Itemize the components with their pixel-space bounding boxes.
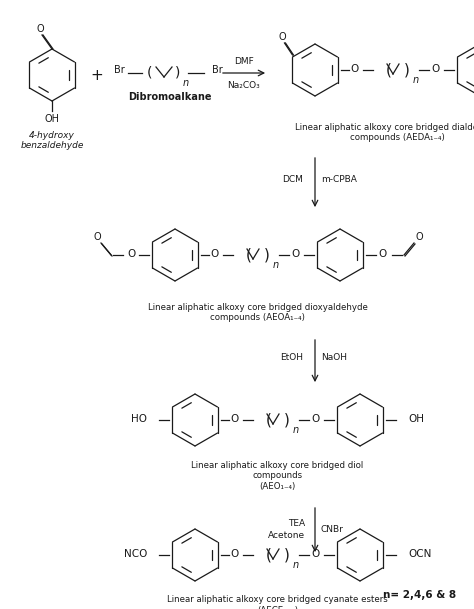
Text: Dibromoalkane: Dibromoalkane (128, 92, 212, 102)
Text: (: ( (266, 412, 272, 428)
Text: n: n (293, 560, 299, 570)
Text: O: O (279, 32, 286, 42)
Text: Linear aliphatic alkoxy core bridged dioxyaldehyde: Linear aliphatic alkoxy core bridged dio… (147, 303, 367, 311)
Text: Br: Br (114, 65, 125, 75)
Text: NaOH: NaOH (321, 353, 347, 362)
Text: Linear aliphatic alkoxy core bridged dialdehyde: Linear aliphatic alkoxy core bridged dia… (295, 122, 474, 132)
Text: Na₂CO₃: Na₂CO₃ (228, 80, 260, 90)
Text: ): ) (404, 63, 410, 77)
Text: (AECE₁₋₄): (AECE₁₋₄) (257, 607, 298, 609)
Text: m-CPBA: m-CPBA (321, 175, 357, 185)
Text: n: n (273, 260, 279, 270)
Text: O: O (211, 249, 219, 259)
Text: O: O (128, 249, 136, 259)
Text: (AEO₁₋₄): (AEO₁₋₄) (259, 482, 296, 491)
Text: benzaldehyde: benzaldehyde (20, 141, 84, 149)
Text: O: O (379, 249, 387, 259)
Text: (: ( (386, 63, 392, 77)
Text: Linear aliphatic alkoxy core bridged diol: Linear aliphatic alkoxy core bridged dio… (191, 460, 364, 470)
Text: O: O (93, 232, 101, 242)
Text: +: + (91, 68, 103, 82)
Text: OCN: OCN (408, 549, 431, 559)
Text: ): ) (175, 66, 181, 80)
Text: ): ) (264, 247, 270, 262)
Text: NCO: NCO (124, 549, 147, 559)
Text: n: n (413, 75, 419, 85)
Text: O: O (312, 414, 320, 424)
Text: HO: HO (131, 414, 147, 424)
Text: O: O (432, 64, 440, 74)
Text: O: O (351, 64, 359, 74)
Text: EtOH: EtOH (280, 353, 303, 362)
Text: O: O (292, 249, 300, 259)
Text: O: O (231, 549, 239, 559)
Text: Br: Br (212, 65, 223, 75)
Text: compounds (AEDA₁₋₄): compounds (AEDA₁₋₄) (350, 133, 445, 143)
Text: 4-hydroxy: 4-hydroxy (29, 130, 75, 139)
Text: O: O (312, 549, 320, 559)
Text: n: n (293, 425, 299, 435)
Text: n: n (183, 78, 189, 88)
Text: (: ( (266, 547, 272, 563)
Text: DCM: DCM (282, 175, 303, 185)
Text: Linear aliphatic alkoxy core bridged cyanate esters: Linear aliphatic alkoxy core bridged cya… (167, 596, 388, 605)
Text: ): ) (284, 412, 290, 428)
Text: DMF: DMF (234, 57, 254, 66)
Text: O: O (415, 232, 423, 242)
Text: (: ( (147, 66, 153, 80)
Text: Acetone: Acetone (268, 532, 305, 541)
Text: compounds (AEOA₁₋₄): compounds (AEOA₁₋₄) (210, 314, 305, 323)
Text: n= 2,4,6 & 8: n= 2,4,6 & 8 (383, 590, 456, 600)
Text: ): ) (284, 547, 290, 563)
Text: (: ( (246, 247, 252, 262)
Text: TEA: TEA (288, 518, 305, 527)
Text: O: O (231, 414, 239, 424)
Text: OH: OH (45, 114, 60, 124)
Text: OH: OH (408, 414, 424, 424)
Text: compounds: compounds (253, 471, 302, 481)
Text: O: O (36, 24, 44, 34)
Text: CNBr: CNBr (321, 526, 344, 535)
